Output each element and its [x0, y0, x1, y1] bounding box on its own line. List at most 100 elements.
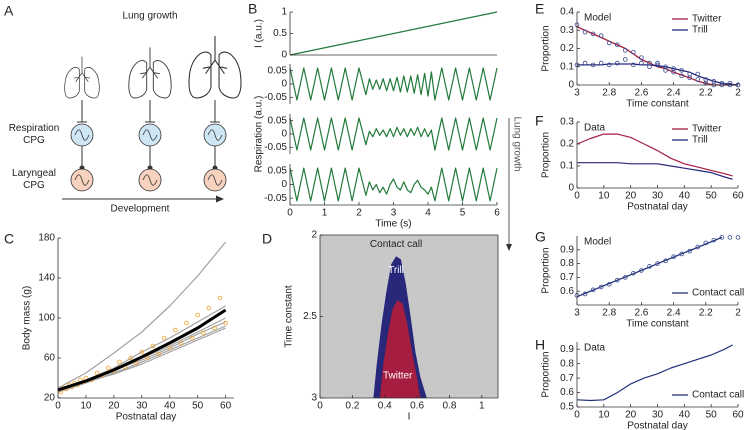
- data-point: [195, 312, 200, 318]
- data-point: [598, 33, 604, 39]
- x-tick-label: 0: [317, 401, 323, 412]
- data-point: [727, 235, 733, 240]
- data-point: [631, 270, 636, 276]
- data-point: [687, 71, 692, 77]
- y-axis-label: Time constant: [284, 285, 295, 348]
- data-point: [590, 31, 596, 37]
- x-tick-label: 30: [652, 191, 664, 202]
- y-tick-label: 0.5: [273, 28, 287, 39]
- data-point: [167, 345, 173, 351]
- data-point: [200, 330, 206, 336]
- x-tick-label: 50: [192, 401, 204, 412]
- data-point: [206, 305, 212, 311]
- y-tick-label: 0.8: [560, 358, 574, 369]
- y-tick-label: 100: [38, 313, 55, 324]
- legend-label: Trill: [692, 135, 708, 146]
- data-point: [655, 261, 660, 266]
- line: [576, 344, 733, 402]
- annotation: Data: [584, 123, 606, 134]
- y-tick-label: 0.2: [560, 139, 574, 150]
- data-point: [94, 370, 100, 376]
- data-point: [647, 64, 652, 70]
- data-point: [178, 340, 184, 346]
- x-tick-label: 40: [679, 410, 691, 421]
- legend-label: Twitter: [692, 124, 722, 135]
- x-tick-label: 2: [356, 208, 362, 219]
- data-point: [647, 264, 652, 269]
- x-tick-label: 0: [574, 191, 580, 202]
- data-point: [614, 42, 620, 48]
- y-tick-label: 3: [311, 393, 317, 404]
- x-axis-label: Postnatal day: [627, 202, 688, 213]
- data-point: [606, 40, 612, 46]
- x-axis-label: Time (s): [375, 219, 411, 230]
- y-tick-label: 0.05: [268, 115, 288, 126]
- data-point: [679, 73, 684, 79]
- x-tick-label: 60: [732, 410, 744, 421]
- data-point: [150, 343, 156, 349]
- arrow-head: [216, 195, 224, 203]
- lung-icon: [128, 46, 172, 99]
- y-tick-label: 0: [281, 179, 287, 190]
- data-point: [105, 365, 111, 371]
- x-tick-label: 0.4: [378, 401, 392, 412]
- data-point: [582, 291, 588, 297]
- y-tick-label: 0.3: [560, 25, 574, 36]
- x-tick-label: 0.6: [410, 401, 424, 412]
- data-point: [156, 351, 161, 357]
- y-tick-label: 1: [281, 7, 287, 18]
- x-tick-label: 10: [80, 401, 92, 412]
- line: [289, 11, 498, 56]
- data-point: [173, 327, 178, 333]
- row-label: Laryngeal CPG: [12, 168, 56, 191]
- y-tick-label: 0.8: [560, 258, 574, 269]
- y-tick-label: 0.05: [268, 165, 288, 176]
- y-axis-label: Respiration (a.u.): [254, 96, 265, 173]
- panel-label: A: [4, 3, 14, 19]
- x-tick-label: 1: [479, 401, 485, 412]
- panel-label: E: [535, 1, 544, 17]
- y-tick-label: 60: [44, 353, 56, 364]
- diagram-title: Lung growth: [122, 11, 177, 22]
- x-tick-label: 3: [574, 308, 580, 319]
- x-tick-label: 50: [706, 191, 718, 202]
- data-point: [217, 295, 223, 301]
- x-axis-label: I: [408, 412, 411, 423]
- y-tick-label: 20: [44, 393, 56, 404]
- data-point: [614, 60, 620, 66]
- y-tick-label: 0.05: [268, 65, 288, 76]
- x-axis-label: Postnatal day: [116, 412, 177, 423]
- data-point: [655, 60, 660, 66]
- x-tick-label: 10: [598, 191, 610, 202]
- annotation: Data: [584, 343, 606, 354]
- line: [289, 67, 498, 101]
- x-tick-label: 1: [322, 208, 328, 219]
- x-tick-label: 2.8: [602, 88, 616, 99]
- panel-label: G: [535, 229, 546, 245]
- data-point: [703, 77, 709, 82]
- x-tick-label: 2.6: [634, 88, 648, 99]
- y-tick-label: 0.6: [560, 387, 574, 398]
- x-tick-label: 40: [164, 401, 176, 412]
- data-point: [639, 60, 644, 66]
- y-tick-label: -0.05: [264, 193, 287, 204]
- x-tick-label: 2.4: [667, 308, 681, 319]
- data-point: [622, 275, 628, 280]
- lung-icon: [64, 56, 100, 99]
- data-point: [655, 62, 660, 68]
- x-tick-label: 0.8: [443, 401, 457, 412]
- region: [379, 300, 421, 398]
- y-axis-label: Body mass (g): [22, 286, 33, 350]
- x-tick-label: 2: [735, 88, 741, 99]
- annotation: Model: [584, 237, 611, 248]
- y-tick-label: 0.6: [560, 286, 574, 297]
- data-point: [622, 48, 628, 53]
- y-tick-label: 0: [568, 80, 574, 91]
- x-tick-label: 0: [55, 401, 61, 412]
- data-point: [139, 349, 145, 355]
- line: [57, 241, 227, 389]
- data-point: [117, 359, 122, 365]
- x-tick-label: 40: [679, 191, 691, 202]
- y-axis-label: Proportion: [541, 351, 552, 397]
